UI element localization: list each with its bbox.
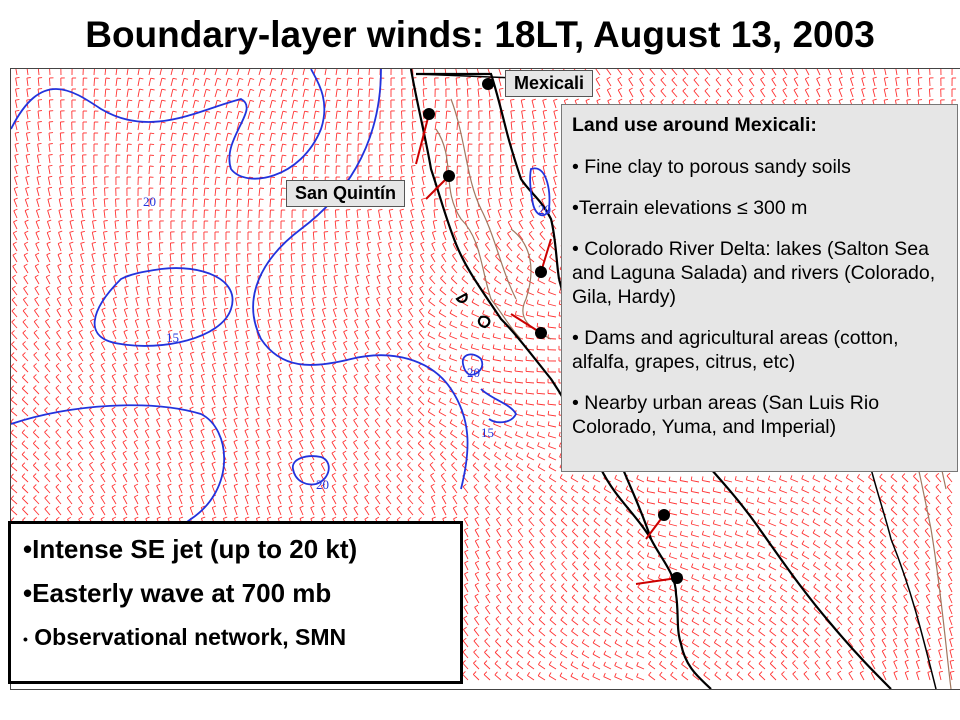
observation-stations — [415, 78, 683, 585]
land-use-item: •Terrain elevations ≤ 300 m — [572, 197, 808, 219]
isotach-label: 20 — [316, 477, 329, 492]
bullet: • — [23, 630, 28, 647]
station-dot-icon — [482, 78, 494, 90]
land-use-heading: Land use around Mexicali: — [572, 114, 817, 136]
isotach-label: 15 — [166, 330, 179, 345]
station-dot-icon — [658, 509, 670, 521]
note-text: Observational network, SMN — [27, 624, 347, 650]
map-title: Boundary-layer winds: 18LT, August 13, 2… — [85, 14, 875, 55]
isotach-label: 15 — [481, 425, 494, 440]
land-use-item: • Fine clay to porous sandy soils — [572, 156, 851, 178]
station-dot-icon — [423, 108, 435, 120]
isotach-labels: 20 15 20 15 20 20 — [143, 194, 551, 492]
station-dot-icon — [535, 327, 547, 339]
isotach-label: 20 — [538, 202, 551, 217]
isotach-contours — [11, 69, 551, 560]
note-item-network: • Observational network, SMN — [23, 622, 448, 654]
isotach-label: 20 — [467, 365, 480, 380]
land-use-item: • Nearby urban areas (San Luis Rio Color… — [572, 392, 880, 438]
station-dot-icon — [671, 572, 683, 584]
land-use-item: • Dams and agricultural areas (cotton, a… — [572, 327, 899, 373]
mexicali-label: Mexicali — [505, 70, 594, 97]
note-item: •Intense SE jet (up to 20 kt) — [23, 534, 358, 564]
notes-box: •Intense SE jet (up to 20 kt) •Easterly … — [8, 521, 463, 684]
isotach-label: 20 — [143, 194, 156, 209]
station-dot-icon — [443, 170, 455, 182]
station-dot-icon — [535, 266, 547, 278]
land-use-panel: Land use around Mexicali: • Fine clay to… — [561, 104, 958, 472]
san-quintin-label: San Quintín — [286, 180, 405, 207]
note-item: •Easterly wave at 700 mb — [23, 578, 332, 608]
land-use-item: • Colorado River Delta: lakes (Salton Se… — [572, 238, 936, 308]
